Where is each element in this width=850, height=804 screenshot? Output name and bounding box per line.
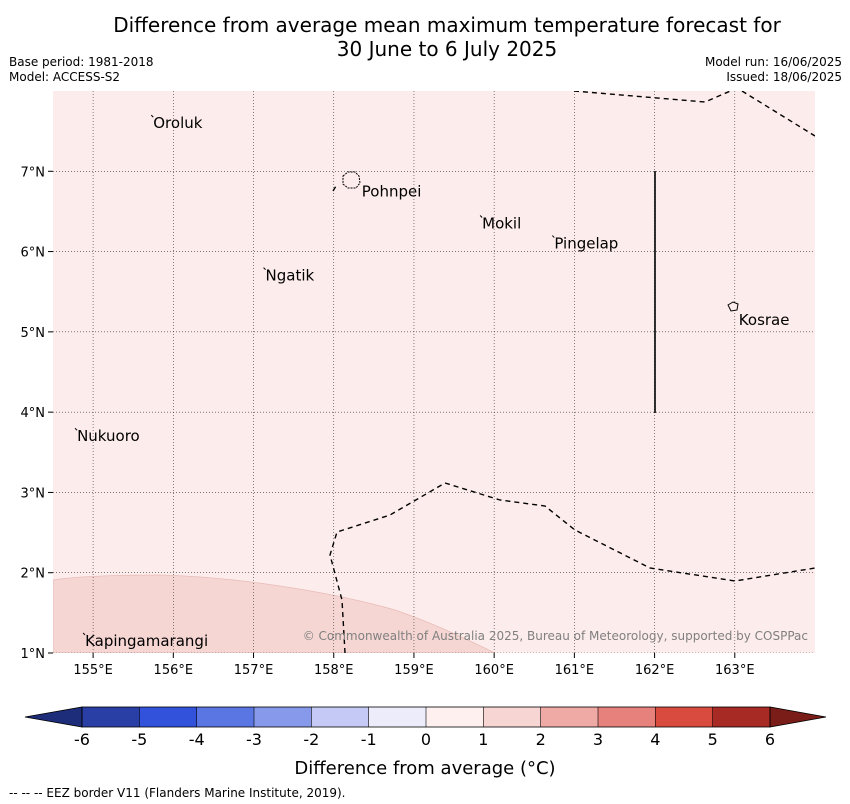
y-tick-label: 1°N: [21, 647, 46, 662]
colorbar-segment: [426, 707, 484, 727]
island-marker: [551, 235, 555, 238]
colorbar-segment: [311, 707, 370, 727]
x-tick-label: 158°E: [314, 663, 354, 678]
place-label-pohnpei: Pohnpei: [362, 182, 422, 200]
base-period: Base period: 1981-2018: [9, 55, 154, 69]
x-tick-label: 160°E: [474, 663, 514, 678]
island-markers: [74, 114, 555, 636]
colorbar-tick-label: 3: [593, 730, 603, 749]
map-background: [53, 91, 815, 653]
y-tick-label: 7°N: [21, 165, 46, 180]
x-tick-label: 156°E: [154, 663, 194, 678]
x-tick-label: 162°E: [635, 663, 675, 678]
islands: [342, 171, 739, 312]
island-marker: [82, 632, 86, 636]
colorbar-segment: [254, 707, 312, 727]
y-tick-label: 3°N: [21, 486, 46, 501]
x-tick-label: 159°E: [394, 663, 434, 678]
colorbar-segment: [712, 707, 771, 727]
colorbar-tick-label: 1: [478, 730, 488, 749]
colorbar-tick-label: 0: [421, 730, 431, 749]
kosrae-island: [727, 301, 739, 312]
anomaly-region-1-to-2: [53, 574, 496, 653]
eez-border-north: [573, 91, 815, 137]
y-tick-label: 6°N: [21, 246, 46, 261]
eez-footer-note: -- -- -- EEZ border V11 (Flanders Marine…: [9, 786, 346, 800]
place-label-kosrae: Kosrae: [739, 311, 790, 329]
colorbar-tick-label: -4: [189, 730, 205, 749]
pohnpei-island: [342, 171, 361, 189]
colorbar-tick-label: 2: [536, 730, 546, 749]
y-tick-labels: 1°N 2°N 3°N 4°N 5°N 6°N 7°N: [21, 165, 46, 662]
colorbar-under-outline: [24, 706, 83, 728]
issued-date: Issued: 18/06/2025: [726, 70, 842, 84]
place-label-mokil: Mokil: [482, 214, 521, 232]
colorbar-segment: [540, 707, 599, 727]
colorbar-tick-label: -1: [361, 730, 377, 749]
colorbar: -6 -5 -4 -3 -2 -1 0 1 2 3 4 5 6 Difference from aver…: [24, 706, 827, 779]
title-line-2: 30 June to 6 July 2025: [336, 37, 558, 61]
colorbar-segment: [655, 707, 714, 727]
y-tick-label: 2°N: [21, 567, 46, 582]
eez-border-south: [329, 482, 815, 653]
colorbar-tick-label: 4: [650, 730, 660, 749]
meta-left: Base period: 1981-2018 Model: ACCESS-S2: [9, 55, 154, 85]
colorbar-over-outline: [769, 706, 827, 728]
colorbar-tick-label: -2: [303, 730, 319, 749]
colorbar-label: Difference from average (°C): [294, 758, 555, 779]
eez-borders: [329, 91, 815, 653]
x-tick-label: 161°E: [555, 663, 595, 678]
place-label-nukuoro: Nukuoro: [77, 427, 140, 445]
island-marker: [263, 267, 266, 271]
meta-right: Model run: 16/06/2025 Issued: 18/06/2025: [705, 55, 842, 85]
title-line-1: Difference from average mean maximum tem…: [113, 13, 781, 37]
x-tick-label: 163°E: [715, 663, 755, 678]
colorbar-segment: [598, 707, 656, 727]
colorbar-under-arrow: [25, 707, 82, 727]
colorbar-segment: [139, 707, 198, 727]
colorbar-tick-label: -6: [74, 730, 90, 749]
colorbar-segment: [483, 707, 542, 727]
grid-lines: [53, 91, 815, 653]
model-name: Model: ACCESS-S2: [9, 70, 121, 84]
colorbar-tick-label: 5: [708, 730, 718, 749]
x-tick-label: 155°E: [73, 663, 113, 678]
eez-border-pohnpei-west: [332, 185, 337, 192]
colorbar-tick-label: 6: [765, 730, 775, 749]
island-marker: [74, 427, 78, 431]
x-tick-label: 157°E: [234, 663, 274, 678]
place-label-ngatik: Ngatik: [266, 267, 315, 285]
colorbar-segments: [82, 707, 771, 727]
place-label-kapingamarangi: Kapingamarangi: [85, 632, 208, 650]
place-labels: Oroluk Pohnpei Mokil Pingelap Ngatik Kosrae Nu…: [77, 114, 789, 650]
colorbar-ticks: -6 -5 -4 -3 -2 -1 0 1 2 3 4 5 6: [74, 707, 775, 749]
island-marker: [150, 114, 154, 118]
colorbar-over-arrow: [770, 707, 826, 727]
chart-title: Difference from average mean maximum tem…: [0, 13, 850, 61]
model-run: Model run: 16/06/2025: [704, 55, 842, 69]
tick-marks: [48, 170, 736, 658]
y-tick-label: 5°N: [21, 326, 46, 341]
island-marker: [479, 215, 483, 218]
place-label-pingelap: Pingelap: [554, 235, 618, 253]
x-tick-labels: 155°E 156°E 157°E 158°E 159°E 160°E 161°E 162°E…: [73, 663, 754, 678]
colorbar-segment: [82, 707, 140, 727]
colorbar-tick-label: -3: [246, 730, 262, 749]
y-tick-label: 4°N: [21, 406, 46, 421]
colorbar-tick-label: -5: [131, 730, 147, 749]
colorbar-segment: [196, 707, 255, 727]
colorbar-segment: [368, 707, 427, 727]
place-label-oroluk: Oroluk: [153, 114, 202, 132]
copyright-text: © Commonwealth of Australia 2025, Bureau…: [303, 629, 808, 643]
map-area: Oroluk Pohnpei Mokil Pingelap Ngatik Kosrae Nu…: [21, 91, 815, 678]
